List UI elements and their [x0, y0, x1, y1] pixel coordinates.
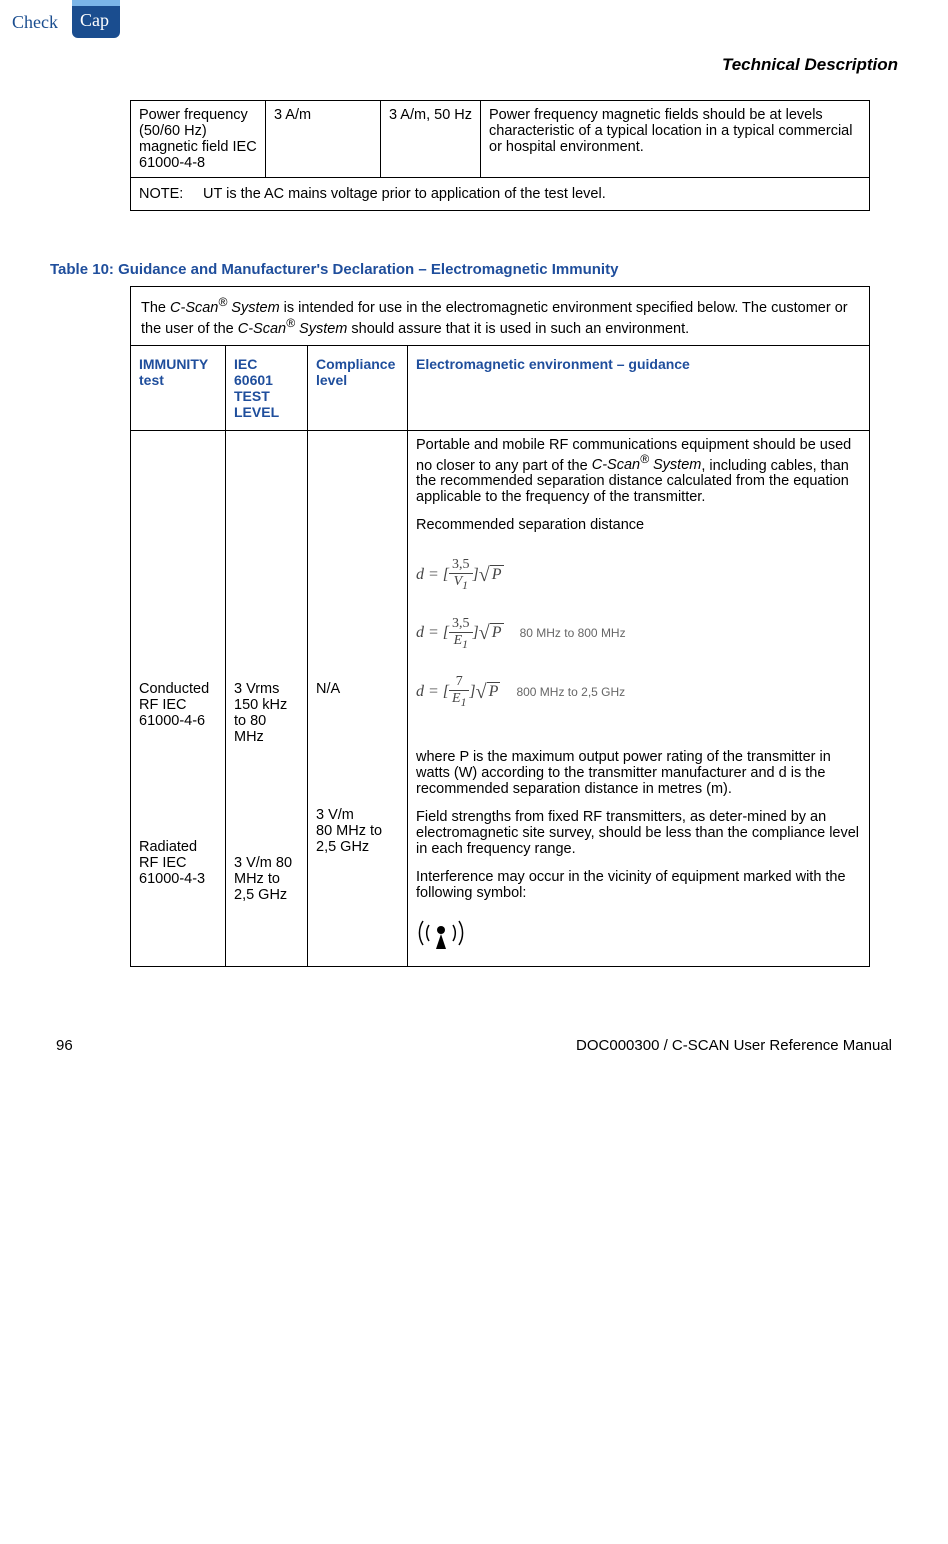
col-header-level: IEC 60601 TEST LEVEL — [226, 345, 308, 430]
cell-levels: 3 Vrms 150 kHz to 80 MHz 3 V/m 80 MHz to… — [226, 430, 308, 966]
guidance-p2: Recommended separation distance — [416, 517, 861, 533]
note-text: UT is the AC mains voltage prior to appl… — [203, 186, 606, 202]
note-label: NOTE: — [139, 186, 199, 202]
cell-test: Power frequency (50/60 Hz) magnetic fiel… — [131, 101, 266, 178]
cell-compliances: N/A 3 V/m80 MHz to 2,5 GHz — [308, 430, 408, 966]
equation-3: d = [7E1]√P 800 MHz to 2,5 GHz — [416, 675, 861, 708]
cell-guidance: Power frequency magnetic fields should b… — [481, 101, 870, 178]
cell-guidance-body: Portable and mobile RF communications eq… — [408, 430, 870, 966]
page-number: 96 — [56, 1037, 73, 1054]
table-body-row: Conducted RF IEC 61000-4-6 Radiated RF I… — [131, 430, 870, 966]
equation-1: d = [3,5V1]√P — [416, 558, 861, 591]
logo-text-right: Cap — [80, 10, 109, 30]
table-note-row: NOTE: UT is the AC mains voltage prior t… — [131, 178, 870, 211]
guidance-p3: where P is the maximum output power rati… — [416, 749, 861, 797]
col-header-compliance: Compliance level — [308, 345, 408, 430]
table-row: Power frequency (50/60 Hz) magnetic fiel… — [131, 101, 870, 178]
note-cell: NOTE: UT is the AC mains voltage prior t… — [131, 178, 870, 211]
logo-text-left: Check — [12, 12, 58, 32]
equation-2: d = [3,5E1]√P 80 MHz to 800 MHz — [416, 617, 861, 650]
col-header-immunity: IMMUNITY test — [131, 345, 226, 430]
guidance-p1: Portable and mobile RF communications eq… — [416, 437, 861, 506]
cell-level: 3 A/m — [266, 101, 381, 178]
brand-logo: Check Cap — [10, 0, 125, 47]
rf-antenna-icon — [416, 913, 861, 960]
table10-caption: Table 10: Guidance and Manufacturer's De… — [50, 261, 898, 278]
immunity-table-cont: Power frequency (50/60 Hz) magnetic fiel… — [130, 100, 870, 211]
cell-tests: Conducted RF IEC 61000-4-6 Radiated RF I… — [131, 430, 226, 966]
guidance-p5: Interference may occur in the vicinity o… — [416, 869, 861, 901]
doc-id: DOC000300 / C-SCAN User Reference Manual — [576, 1037, 892, 1054]
page-header-title: Technical Description — [50, 55, 898, 75]
cell-compliance: 3 A/m, 50 Hz — [381, 101, 481, 178]
page-footer: 96 DOC000300 / C-SCAN User Reference Man… — [50, 1037, 898, 1054]
immunity-table-10: The C-Scan® System is intended for use i… — [130, 286, 870, 967]
col-header-guidance: Electromagnetic environment – guidance — [408, 345, 870, 430]
guidance-p4: Field strengths from fixed RF transmitte… — [416, 809, 861, 857]
intro-cell: The C-Scan® System is intended for use i… — [131, 287, 870, 346]
table-header-row: IMMUNITY test IEC 60601 TEST LEVEL Compl… — [131, 345, 870, 430]
